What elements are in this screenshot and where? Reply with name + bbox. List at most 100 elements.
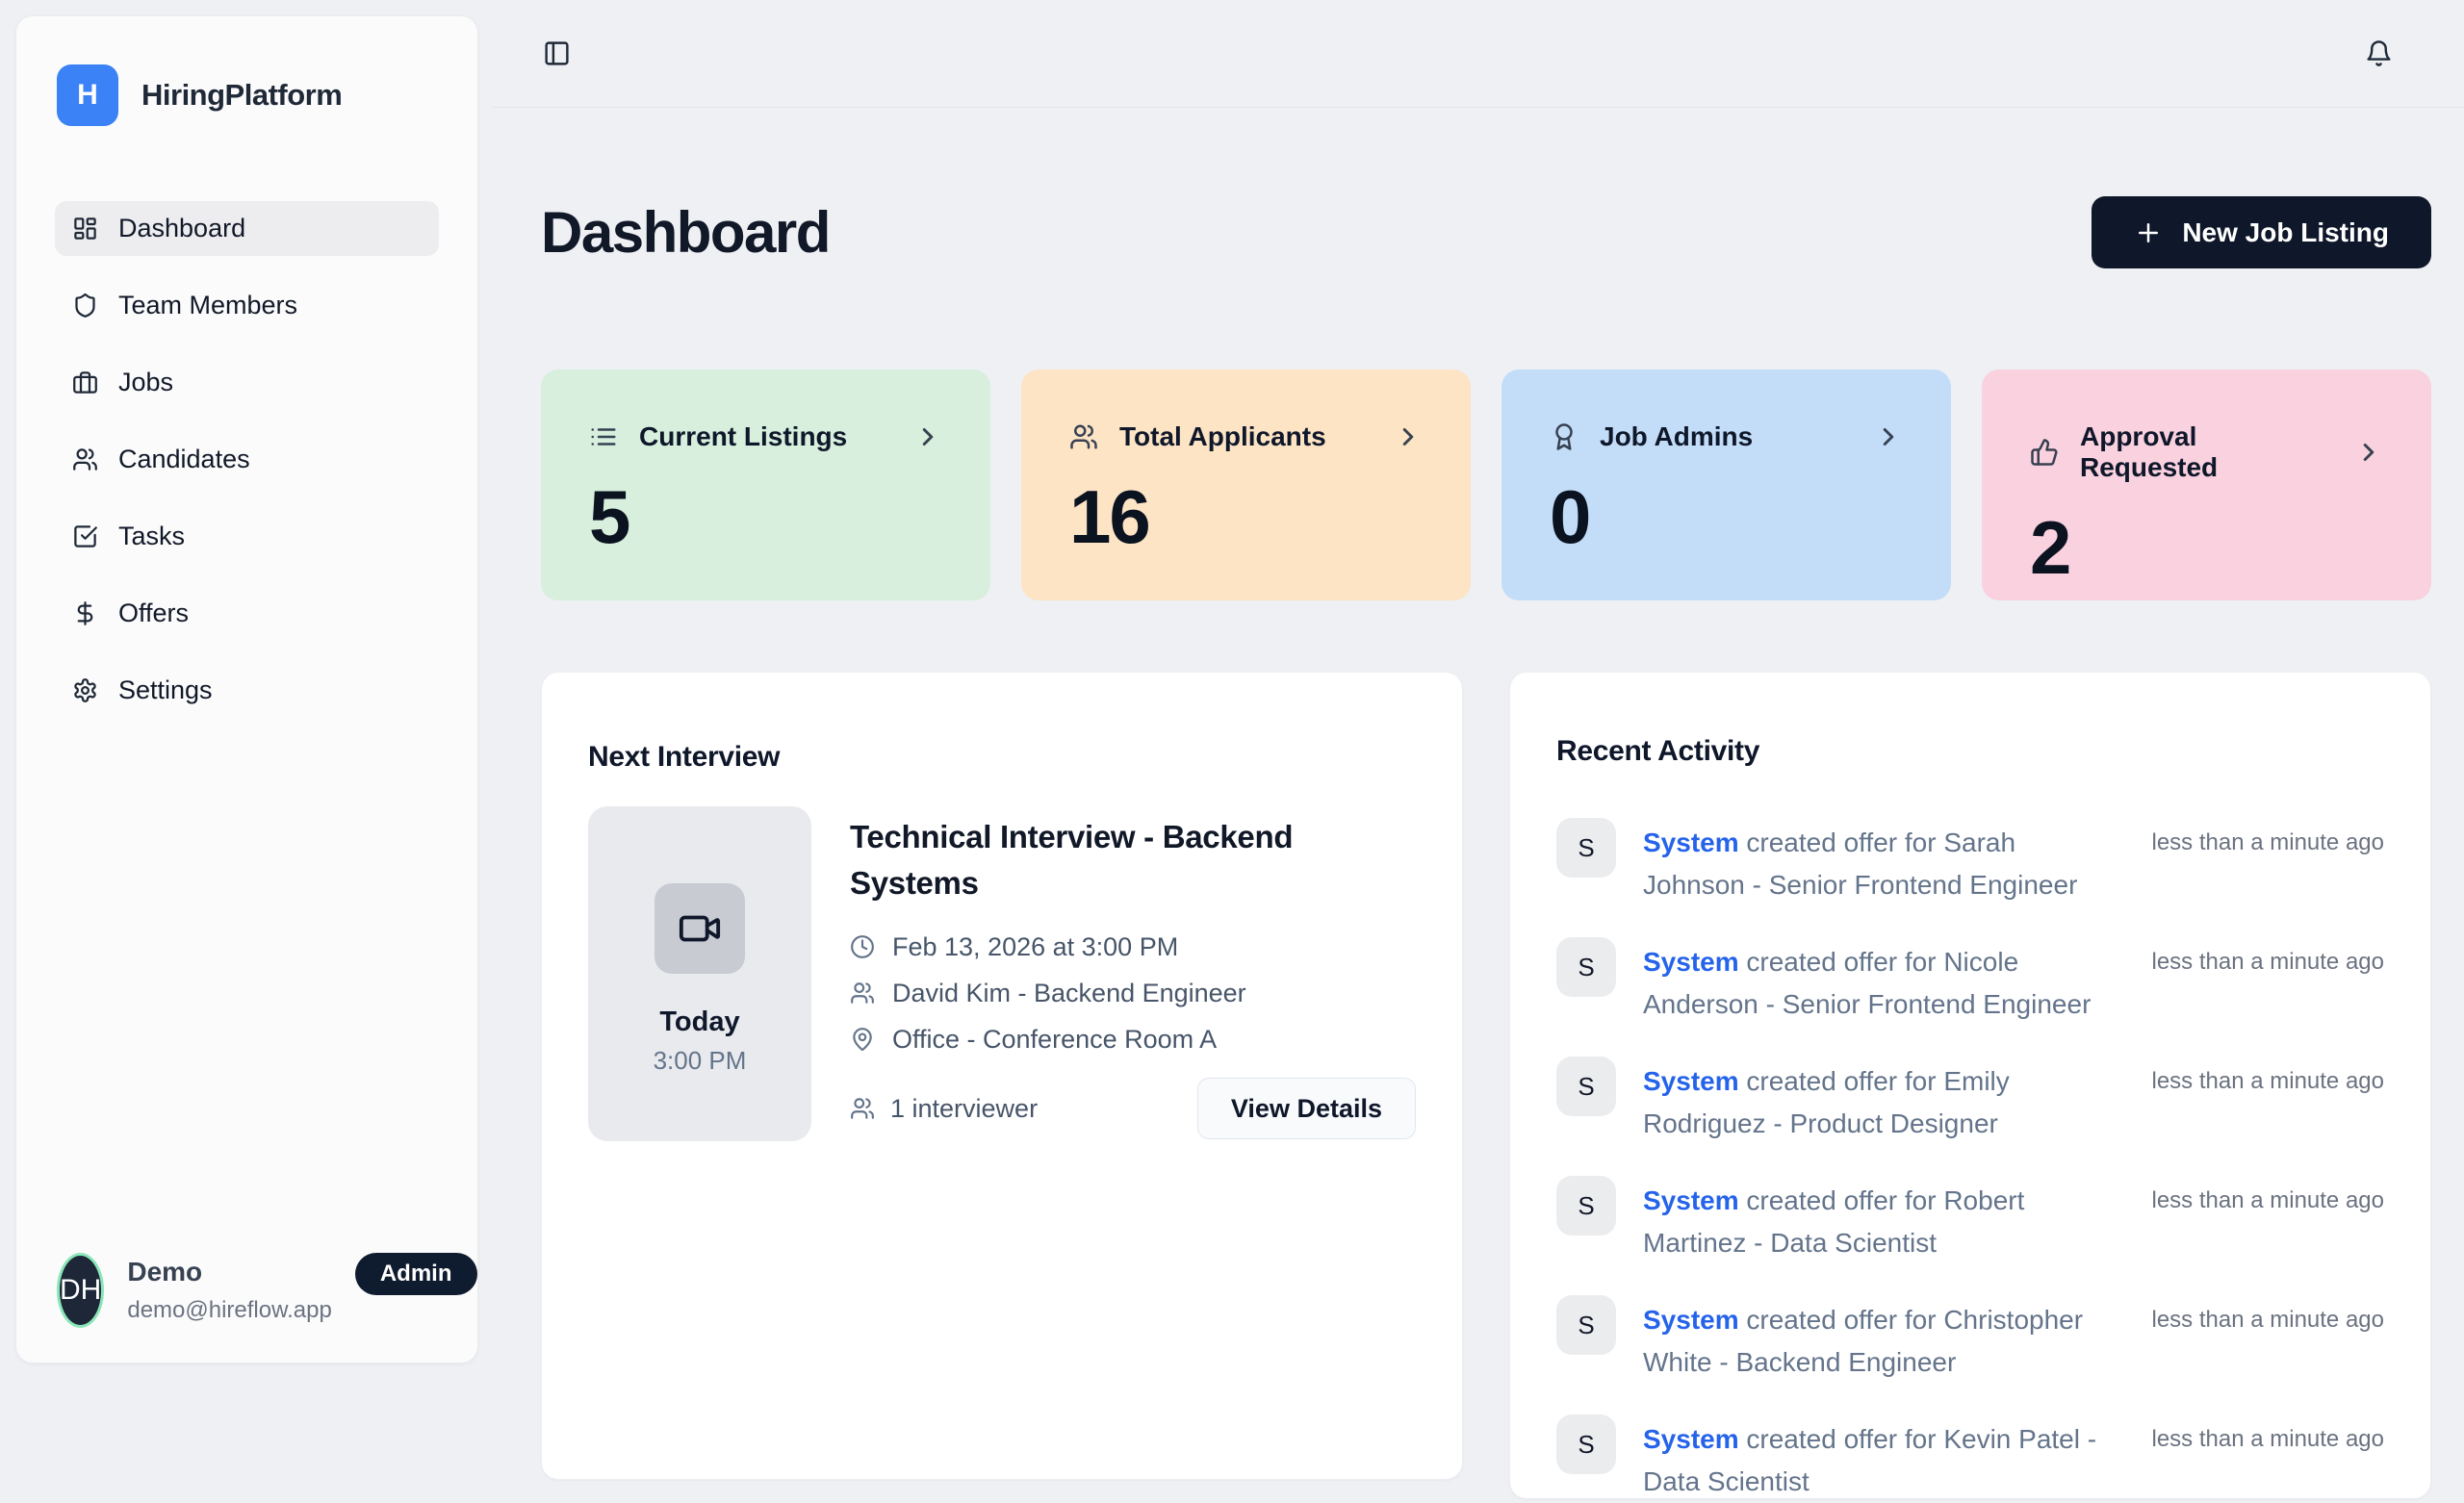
sidebar-item-settings[interactable]: Settings <box>55 663 439 718</box>
interview-location: Office - Conference Room A <box>892 1024 1218 1054</box>
stats-row: Current Listings 5 Total Applicants <box>541 369 2431 601</box>
activity-text: System created offer for Sarah Johnson -… <box>1643 818 2124 906</box>
list-icon <box>589 422 618 451</box>
avatar-initials: DH <box>60 1274 102 1306</box>
interviewer-count-label: 1 interviewer <box>890 1093 1039 1123</box>
activity-item: S System created offer for Sarah Johnson… <box>1556 818 2384 906</box>
activity-description: created offer for Nicole Anderson - Seni… <box>1643 947 2092 1020</box>
check-square-icon <box>72 523 98 549</box>
activity-avatar: S <box>1556 818 1616 879</box>
content: Dashboard New Job Listing Current Listin… <box>493 161 2464 1500</box>
interview-meta-list: Feb 13, 2026 at 3:00 PM David Kim - Back… <box>850 924 1416 1062</box>
thumbs-up-icon <box>2030 438 2059 467</box>
activity-text: System created offer for Kevin Patel - D… <box>1643 1414 2124 1503</box>
stat-label: Approval Requested <box>2080 421 2219 483</box>
app-logo-letter: H <box>77 79 98 111</box>
stat-card-header: Approval Requested <box>2030 421 2383 483</box>
activity-actor-link[interactable]: System <box>1643 1185 1739 1216</box>
sidebar-item-label: Dashboard <box>118 214 246 242</box>
activity-item: S System created offer for Nicole Anders… <box>1556 937 2384 1026</box>
sidebar: H HiringPlatform Dashboard Team Members … <box>15 15 478 1363</box>
sidebar-item-tasks[interactable]: Tasks <box>55 509 439 564</box>
shield-icon <box>72 293 98 318</box>
recent-activity-panel: Recent Activity S System created offer f… <box>1509 672 2431 1500</box>
activity-actor-link[interactable]: System <box>1643 1424 1739 1455</box>
award-icon <box>1550 422 1578 451</box>
interview-candidate: David Kim - Backend Engineer <box>892 978 1246 1007</box>
gear-icon <box>72 677 98 703</box>
interview-date-tile: Today 3:00 PM <box>588 806 811 1142</box>
view-details-button[interactable]: View Details <box>1196 1078 1416 1140</box>
chevron-right-icon <box>1394 422 1423 451</box>
chevron-right-icon <box>2354 438 2383 467</box>
activity-timestamp: less than a minute ago <box>2151 1068 2385 1095</box>
user-email: demo@hireflow.app <box>127 1297 332 1323</box>
stat-card-header: Job Admins <box>1550 421 1903 452</box>
interview-candidate-row: David Kim - Backend Engineer <box>850 970 1416 1016</box>
app-logo: H <box>57 64 118 126</box>
sidebar-item-offers[interactable]: Offers <box>55 586 439 641</box>
interview-day: Today <box>659 1006 740 1038</box>
new-job-listing-button[interactable]: New Job Listing <box>2092 196 2431 269</box>
role-badge: Admin <box>354 1253 477 1295</box>
sidebar-item-label: Team Members <box>118 291 298 319</box>
activity-timestamp: less than a minute ago <box>2151 949 2385 976</box>
activity-actor-link[interactable]: System <box>1643 947 1739 978</box>
users-icon <box>72 446 98 472</box>
activity-timestamp: less than a minute ago <box>2151 1307 2385 1334</box>
user-info: Demo demo@hireflow.app <box>127 1253 331 1324</box>
interview-datetime: Feb 13, 2026 at 3:00 PM <box>892 931 1179 961</box>
users-icon <box>850 981 875 1006</box>
stat-card-header: Total Applicants <box>1069 421 1423 452</box>
interviewer-count: 1 interviewer <box>850 1094 1038 1124</box>
activity-item: S System created offer for Christopher W… <box>1556 1295 2384 1384</box>
activity-actor-link[interactable]: System <box>1643 1066 1739 1097</box>
activity-avatar: S <box>1556 1414 1616 1475</box>
stat-card-current-listings[interactable]: Current Listings 5 <box>541 369 990 601</box>
stat-value: 0 <box>1550 474 1591 560</box>
activity-description: created offer for Emily Rodriguez - Prod… <box>1643 1066 2010 1139</box>
sidebar-item-label: Settings <box>118 675 213 704</box>
user-name: Demo <box>127 1257 203 1286</box>
sidebar-item-label: Tasks <box>118 522 186 550</box>
stat-label: Total Applicants <box>1119 421 1326 452</box>
user-profile[interactable]: DH Demo demo@hireflow.app Admin <box>57 1253 477 1328</box>
activity-description: created offer for Sarah Johnson - Senior… <box>1643 828 2078 901</box>
activity-text: System created offer for Emily Rodriguez… <box>1643 1057 2124 1145</box>
sidebar-item-candidates[interactable]: Candidates <box>55 432 439 487</box>
activity-item: S System created offer for Robert Martin… <box>1556 1176 2384 1264</box>
activity-item: S System created offer for Emily Rodrigu… <box>1556 1057 2384 1145</box>
stat-label: Job Admins <box>1600 421 1754 452</box>
interview-location-row: Office - Conference Room A <box>850 1016 1416 1062</box>
sidebar-item-label: Offers <box>118 599 190 627</box>
sidebar-toggle-button[interactable] <box>543 39 571 67</box>
sidebar-item-jobs[interactable]: Jobs <box>55 355 439 410</box>
sidebar-item-team-members[interactable]: Team Members <box>55 278 439 333</box>
briefcase-icon <box>72 369 98 395</box>
activity-actor-link[interactable]: System <box>1643 1305 1739 1336</box>
stat-label: Current Listings <box>639 421 848 452</box>
stat-card-approval-requested[interactable]: Approval Requested 2 <box>1982 369 2431 601</box>
page-title: Dashboard <box>541 200 831 266</box>
activity-text: System created offer for Christopher Whi… <box>1643 1295 2124 1384</box>
plus-icon <box>2134 218 2163 247</box>
interview-footer: 1 interviewer View Details <box>850 1078 1416 1140</box>
activity-item: S System created offer for Kevin Patel -… <box>1556 1414 2384 1503</box>
stat-card-job-admins[interactable]: Job Admins 0 <box>1502 369 1951 601</box>
topbar <box>493 0 2464 108</box>
notifications-button[interactable] <box>2365 39 2393 67</box>
activity-text: System created offer for Robert Martinez… <box>1643 1176 2124 1264</box>
activity-actor-link[interactable]: System <box>1643 828 1739 858</box>
next-interview-panel: Next Interview Today 3:00 PM Technical I… <box>541 672 1463 1481</box>
sidebar-item-dashboard[interactable]: Dashboard <box>55 201 439 256</box>
activity-description: created offer for Robert Martinez - Data… <box>1643 1185 2025 1259</box>
sidebar-item-label: Candidates <box>118 445 250 473</box>
interview-details: Technical Interview - Backend Systems Fe… <box>850 806 1416 1141</box>
new-job-listing-label: New Job Listing <box>2182 217 2389 247</box>
activity-list: S System created offer for Sarah Johnson… <box>1556 818 2384 1503</box>
app-name: HiringPlatform <box>141 78 343 112</box>
stat-card-total-applicants[interactable]: Total Applicants 16 <box>1021 369 1471 601</box>
clock-icon <box>850 934 875 959</box>
video-camera-icon <box>654 883 745 975</box>
interview-time: 3:00 PM <box>653 1046 747 1076</box>
